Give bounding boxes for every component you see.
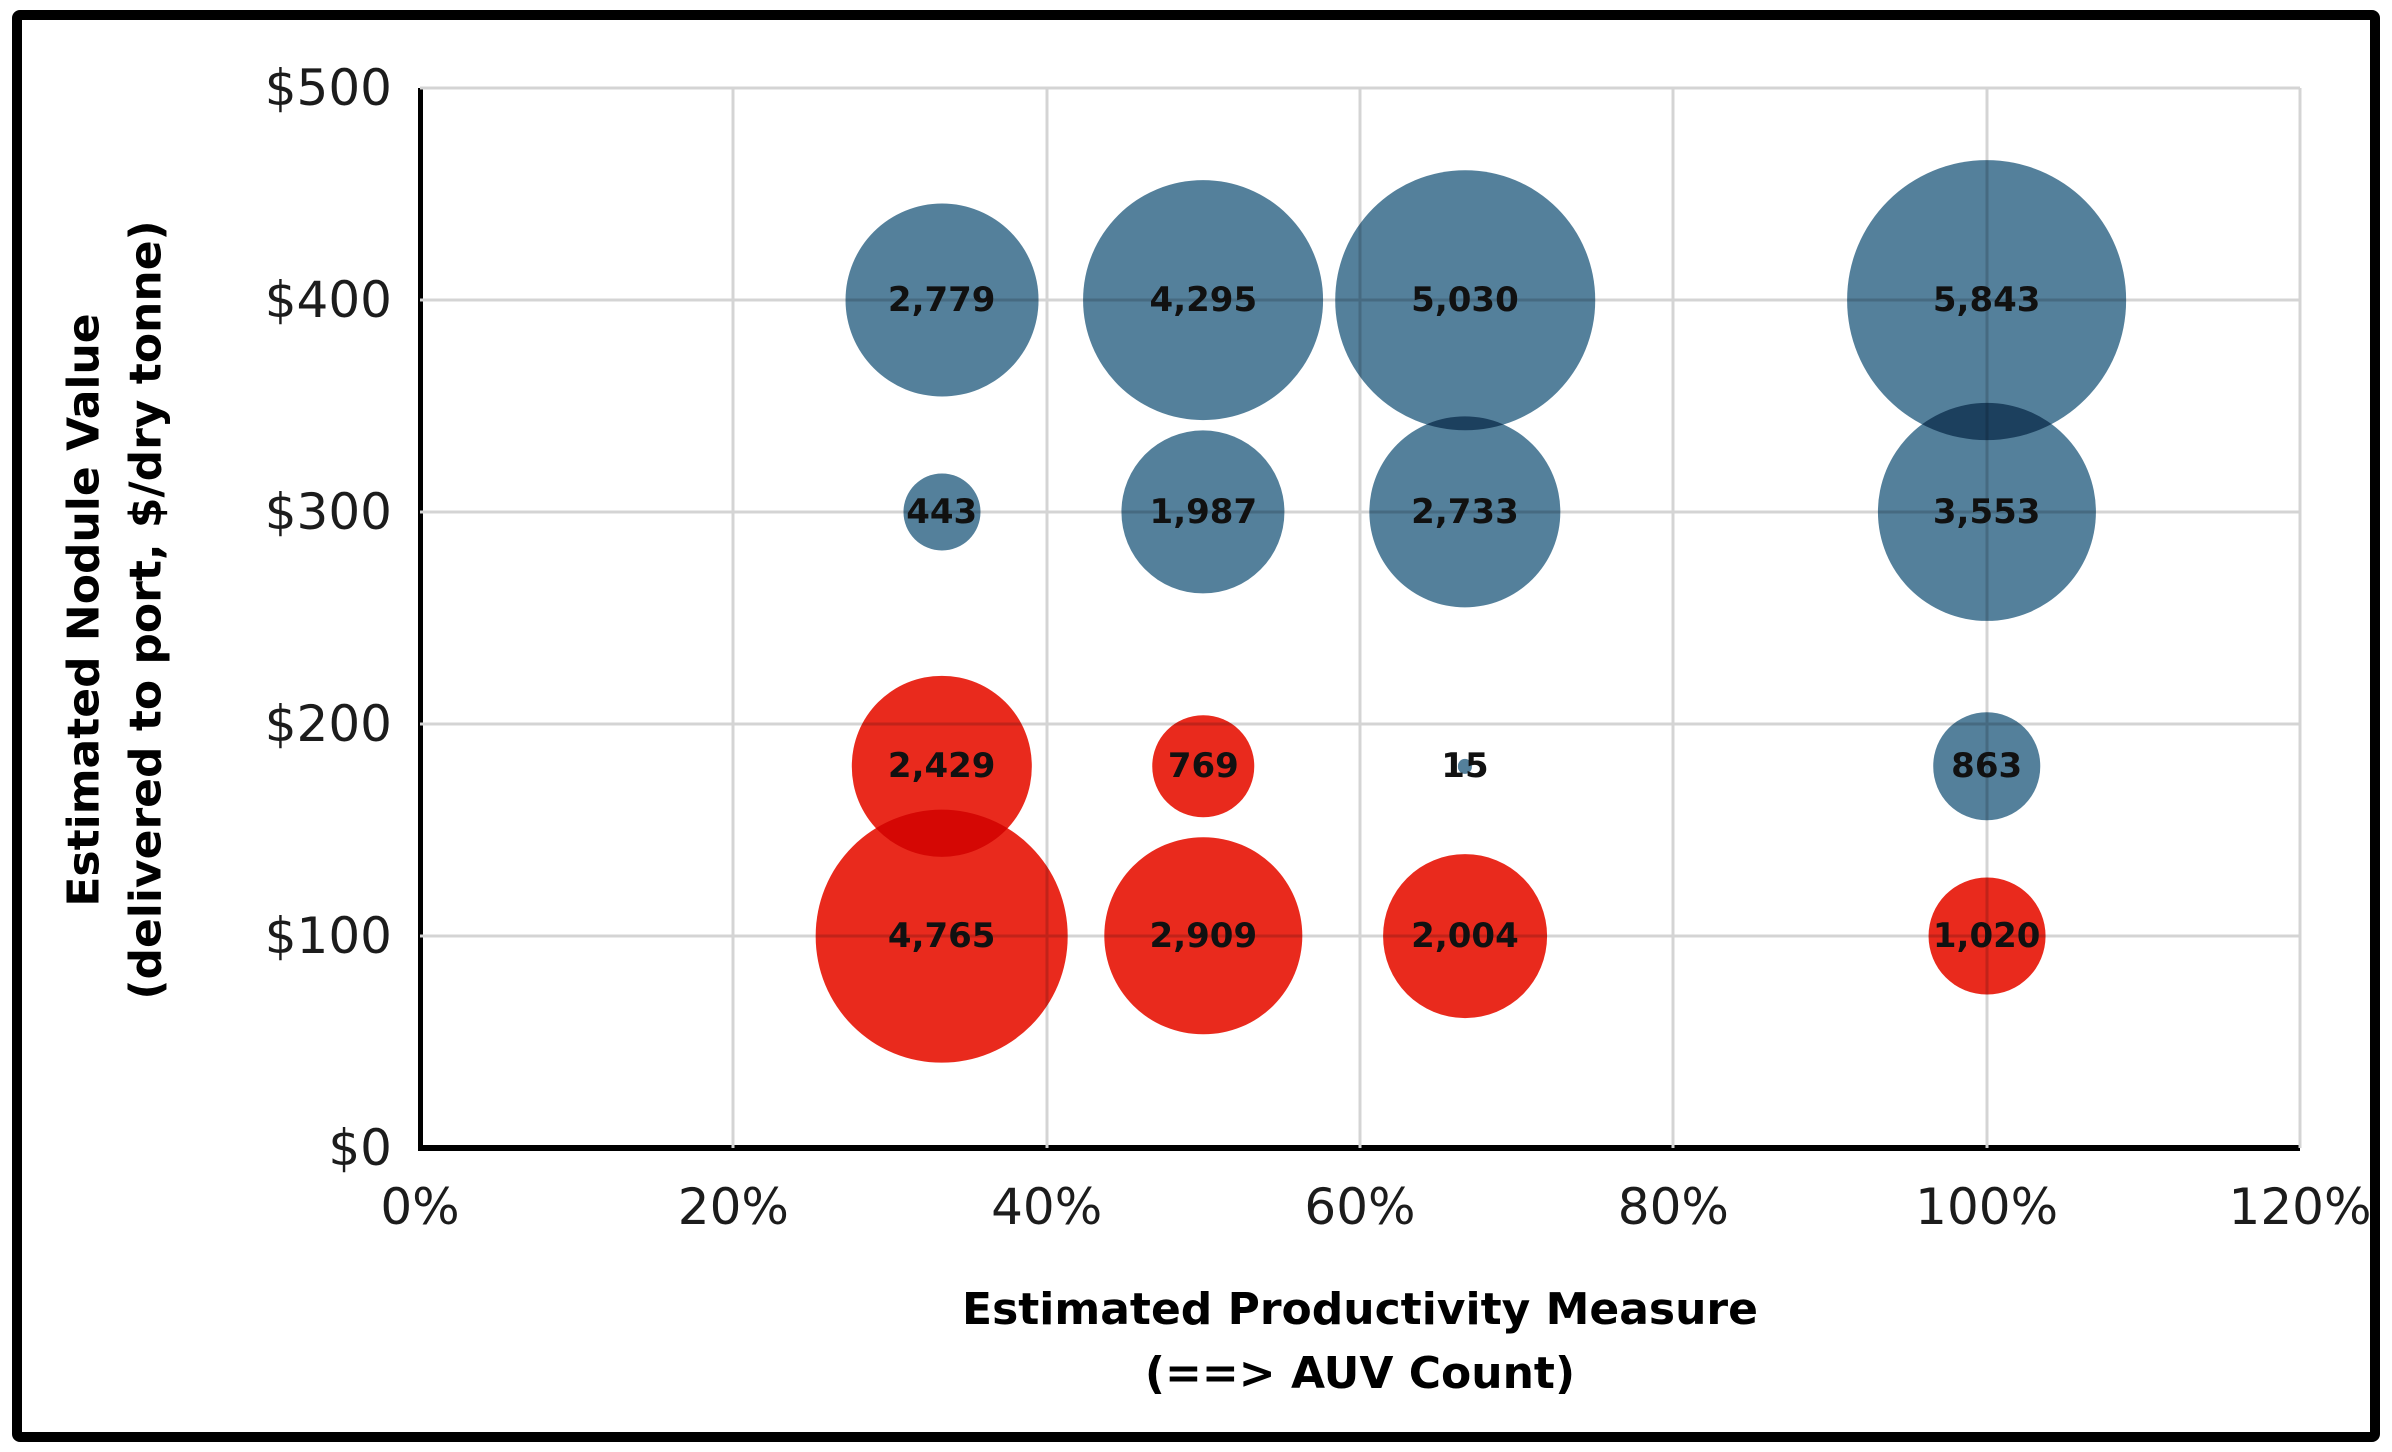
y-tick-label: $0: [328, 1119, 392, 1177]
bubble-data-label: 4,765: [887, 916, 996, 956]
bubble-data-label: 443: [906, 492, 978, 532]
x-tick-label: 0%: [380, 1178, 460, 1236]
blue-bubble: [1932, 712, 2041, 821]
blue-bubble: [1457, 759, 1473, 774]
red-bubble: [1928, 877, 2046, 995]
y-tick-label: $300: [264, 483, 392, 541]
horizontal-gridline: [420, 510, 2300, 514]
plot-area: 2,779 4,295 5,030 5,843 443 1,987 2,733 3,553 15…: [418, 86, 2302, 1151]
x-tick-label: 120%: [2228, 1178, 2372, 1236]
bubble-data-label: 1,020: [1932, 916, 2041, 956]
blue-bubble: [1335, 170, 1595, 430]
blue-bubble: [1877, 402, 2096, 622]
y-axis-line: [418, 88, 423, 1148]
bubble-data-label: 5,030: [1411, 280, 1519, 320]
horizontal-gridline: [420, 86, 2300, 90]
blue-bubble: [1846, 160, 2127, 440]
bubble-data-label: 4,295: [1149, 280, 1258, 320]
blue-bubble: [1369, 416, 1561, 608]
bubble-data-label: 2,004: [1411, 916, 1519, 956]
blue-bubble: [903, 473, 981, 551]
x-tick-label: 60%: [1304, 1178, 1416, 1236]
vertical-gridline: [1358, 88, 1362, 1148]
bubble-data-label: 15: [1441, 746, 1489, 787]
red-bubble: [1383, 854, 1547, 1018]
y-tick-label: $200: [264, 695, 392, 753]
x-axis-tick-labels: 0% 20% 40% 60% 80% 100% 120%: [380, 1178, 2371, 1248]
x-axis-title-line1: Estimated Productivity Measure: [962, 1284, 1758, 1335]
bubble-data-label: 2,779: [887, 280, 996, 320]
vertical-gridline: [731, 88, 735, 1148]
red-bubble: [815, 809, 1069, 1063]
blue-bubble: [1121, 430, 1285, 594]
x-axis-title-line2: (==> AUV Count): [1144, 1347, 1576, 1399]
y-axis-tick-labels: $0 $100 $200 $300 $400 $500: [0, 59, 392, 1177]
x-tick-label: 40%: [991, 1178, 1103, 1236]
y-tick-label: $500: [264, 59, 392, 117]
bubble-data-label: 1,987: [1149, 492, 1258, 532]
vertical-gridline: [1045, 88, 1049, 1148]
figure-border: [12, 10, 2380, 1442]
y-tick-label: $100: [264, 907, 392, 965]
x-tick-label: 100%: [1915, 1178, 2059, 1236]
x-tick-label: 20%: [677, 1178, 789, 1236]
horizontal-gridline: [420, 722, 2300, 726]
y-tick-label: $400: [264, 271, 392, 329]
x-axis-title: Estimated Productivity Measure (==> AUV …: [420, 1278, 2300, 1406]
bubble-data-label: 3,553: [1932, 492, 2041, 532]
vertical-gridline: [1671, 88, 1675, 1148]
x-tick-label: 80%: [1617, 1178, 1729, 1236]
red-bubble: [1104, 837, 1303, 1035]
bubble-data-label: 2,909: [1149, 916, 1258, 956]
bubble-data-label: 5,843: [1932, 280, 2041, 320]
blue-bubble: [845, 203, 1039, 397]
horizontal-gridline: [420, 934, 2300, 938]
blue-bubble: [1083, 180, 1324, 420]
bubble-data-label: 863: [1951, 746, 2023, 787]
bubble-data-label: 2,733: [1411, 492, 1519, 532]
bubble-data-label: 2,429: [887, 746, 996, 787]
bubble-data-label: 769: [1167, 746, 1239, 787]
x-axis-line: [418, 1145, 2300, 1151]
vertical-gridline: [2298, 88, 2302, 1148]
red-bubble: [1152, 715, 1255, 818]
